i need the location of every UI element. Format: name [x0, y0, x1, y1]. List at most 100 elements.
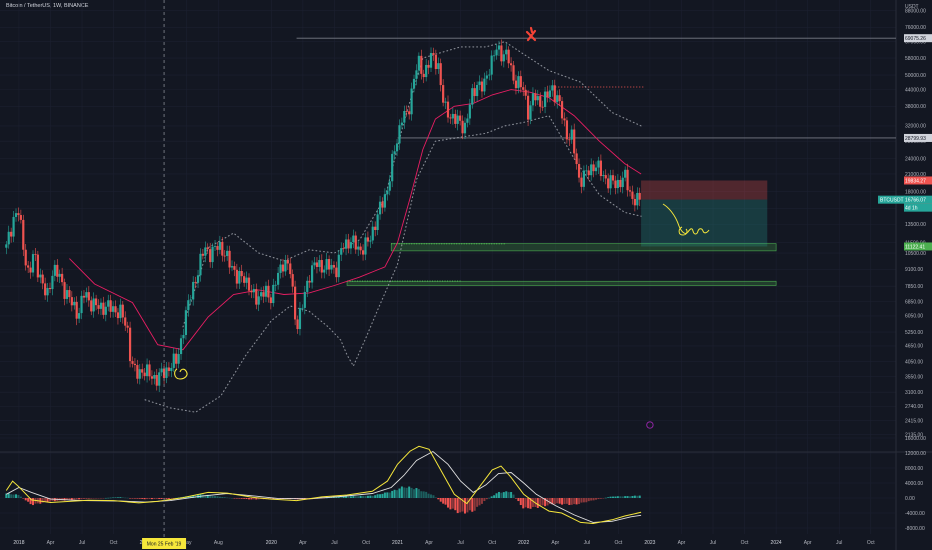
price-label: 16766.07 — [905, 197, 926, 203]
macd-histogram-bar — [255, 498, 258, 500]
symbol-label: BTCUSDT — [880, 197, 904, 203]
candle — [31, 250, 35, 277]
macd-histogram-bar — [345, 496, 348, 498]
macd-histogram-bar — [544, 498, 547, 507]
lower-band-line — [144, 115, 642, 413]
candle-body — [78, 313, 81, 319]
candle-body — [160, 368, 163, 373]
candle — [148, 360, 151, 381]
candle-body — [420, 55, 423, 74]
candle — [565, 116, 569, 144]
candle — [155, 368, 158, 391]
macd-histogram-bar — [383, 492, 386, 498]
macd-histogram-bar — [405, 487, 408, 498]
macd-histogram-bar — [624, 496, 627, 498]
macd-histogram-bar — [349, 496, 352, 498]
drawing-tools[interactable] — [296, 37, 896, 286]
macd-histogram-bar — [133, 498, 136, 499]
candle-body — [604, 175, 607, 179]
candle-body — [429, 53, 433, 68]
candle — [383, 188, 387, 212]
candle-body — [184, 310, 187, 336]
macd-histogram-bar — [391, 490, 394, 498]
candle-body — [556, 95, 559, 103]
candle-body — [361, 250, 365, 255]
time-tick-label: Jul — [457, 540, 463, 546]
candle-body — [425, 64, 428, 78]
candle-body — [456, 115, 459, 124]
candle — [386, 186, 389, 201]
macd-histogram-bar — [514, 498, 517, 499]
candle — [294, 280, 297, 326]
macd-histogram-bar — [357, 496, 360, 498]
candle — [165, 361, 168, 384]
macd-histogram-bar — [595, 498, 598, 500]
candle-body — [531, 93, 535, 106]
macd-histogram-bar — [427, 493, 430, 498]
candle — [556, 90, 559, 109]
candle-body — [39, 274, 42, 278]
candle-body — [514, 80, 518, 89]
macd-histogram-bar — [553, 498, 556, 505]
candle — [415, 64, 418, 86]
candle-body — [376, 214, 379, 231]
candle-body — [133, 363, 137, 366]
candle — [238, 267, 241, 289]
candle-body — [483, 78, 486, 92]
candle — [573, 123, 576, 160]
candle — [342, 243, 345, 253]
macd-histogram-bar — [536, 498, 539, 508]
candle — [85, 287, 88, 303]
candle-body — [624, 169, 627, 178]
candle — [7, 225, 10, 249]
candle-body — [82, 295, 86, 298]
candle — [628, 186, 632, 197]
macd-histogram-bar — [439, 498, 442, 502]
macd-histogram-bar — [408, 486, 411, 498]
candle — [179, 334, 183, 360]
candle — [194, 276, 197, 289]
macd-histogram-bar — [90, 498, 93, 499]
candle-body — [281, 264, 285, 272]
candle — [303, 285, 306, 315]
macd-histogram-bar — [638, 495, 641, 498]
candle-body — [277, 272, 280, 285]
candle-body — [432, 53, 435, 55]
macd-histogram-bar — [238, 498, 241, 499]
candle-body — [599, 160, 602, 177]
candle — [226, 245, 229, 261]
macd-histogram-bar — [381, 493, 384, 498]
candle — [607, 173, 610, 193]
candle — [264, 281, 268, 303]
candle — [420, 49, 423, 80]
candle — [289, 257, 292, 279]
candle — [575, 148, 578, 170]
macd-histogram-bar — [46, 498, 49, 503]
candle — [376, 209, 379, 236]
candle-body — [12, 216, 15, 237]
price-tick-label: 67000.00 — [905, 39, 926, 45]
macd-histogram-bar — [575, 498, 578, 505]
candle — [560, 97, 564, 125]
candle-body — [116, 312, 120, 319]
macd-histogram-bar — [398, 488, 401, 498]
candle — [29, 261, 32, 279]
candle-body — [99, 302, 103, 309]
macd-histogram-bar — [22, 498, 25, 499]
candle — [73, 297, 76, 310]
macd-histogram-bar — [531, 498, 534, 508]
candle — [369, 235, 372, 248]
candle-body — [614, 180, 617, 189]
candle — [36, 250, 39, 282]
macd-histogram-bar — [437, 498, 440, 500]
candle — [109, 294, 112, 318]
candle-series — [5, 39, 641, 393]
candle-body — [182, 335, 185, 339]
candle-body — [306, 280, 309, 292]
short-position-stop-zone — [641, 180, 768, 200]
macd-histogram-bar — [546, 498, 549, 506]
candle-body — [107, 300, 110, 307]
candle — [473, 82, 476, 103]
